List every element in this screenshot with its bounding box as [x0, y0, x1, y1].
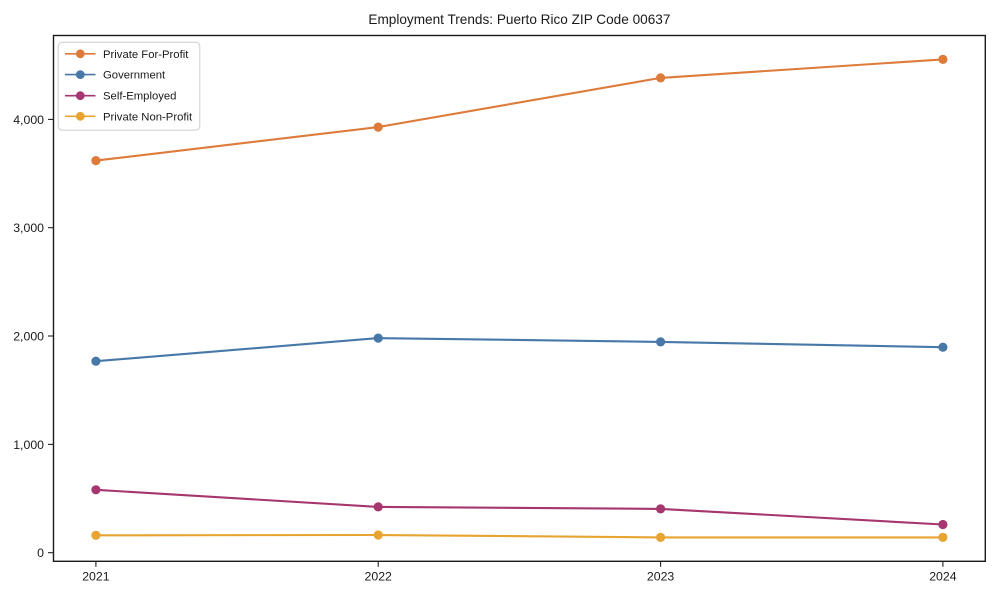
svg-text:0: 0 [37, 546, 44, 560]
svg-text:Private For-Profit: Private For-Profit [103, 49, 189, 61]
svg-text:Private Non-Profit: Private Non-Profit [103, 111, 193, 123]
svg-text:2022: 2022 [365, 570, 393, 584]
svg-text:Self-Employed: Self-Employed [103, 91, 176, 103]
svg-text:2023: 2023 [647, 570, 675, 584]
svg-text:2024: 2024 [929, 570, 957, 584]
svg-text:Government: Government [103, 70, 166, 82]
svg-text:4,000: 4,000 [13, 113, 44, 127]
svg-text:3,000: 3,000 [13, 221, 44, 235]
svg-text:1,000: 1,000 [13, 438, 44, 452]
svg-text:2021: 2021 [82, 570, 110, 584]
svg-text:2,000: 2,000 [13, 330, 44, 344]
